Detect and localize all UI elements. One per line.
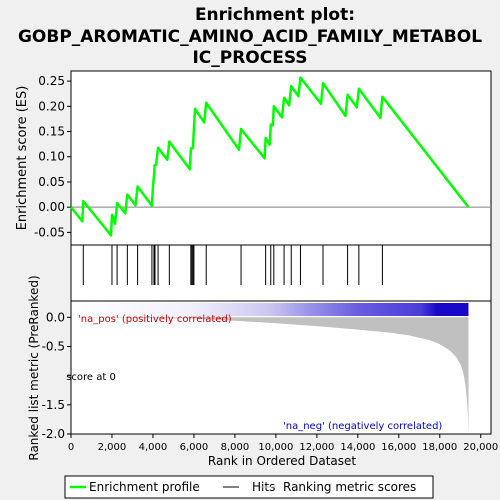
metric-y-tick-label: -2.0 xyxy=(42,427,65,441)
rank-x-tick-label: 6,000 xyxy=(180,442,209,453)
legend-enrichment-label: Enrichment profile xyxy=(89,480,200,494)
rank-x-tick-label: 10,000 xyxy=(258,442,293,453)
metric-y-tick-label: 0.0 xyxy=(46,310,65,324)
rank-x-tick-label: 20,000 xyxy=(463,442,498,453)
es-y-tick-label: 0.20 xyxy=(38,99,65,113)
metric-y-tick-label: -0.5 xyxy=(42,340,65,354)
es-y-tick-label: 0.05 xyxy=(38,175,65,189)
es-plot-area xyxy=(70,70,492,246)
negative-correlation-label: 'na_neg' (negatively correlated) xyxy=(283,421,442,432)
metric-y-tick-label: -1.5 xyxy=(42,398,65,412)
es-y-axis-ticks: -0.05 0.00 0.05 0.10 0.15 0.20 0.25 xyxy=(34,74,71,239)
positive-correlation-label: 'na_pos' (positively correlated) xyxy=(78,314,232,325)
metric-y-axis-label: Ranked list metric (PreRanked) xyxy=(27,275,41,460)
es-y-tick-label: 0.15 xyxy=(38,125,65,139)
hits-area xyxy=(70,244,492,302)
zero-cross-label: Zero score at 0 xyxy=(40,372,116,383)
rank-x-tick-label: 8,000 xyxy=(221,442,250,453)
ranking-color-bar xyxy=(72,303,469,316)
es-y-tick-label: -0.05 xyxy=(34,225,65,239)
es-y-axis-label: Enrichment score (ES) xyxy=(15,86,30,231)
title-line-3: IC_PROCESS xyxy=(192,48,307,68)
rank-x-tick-label: 0 xyxy=(68,442,74,453)
rank-x-tick-label: 12,000 xyxy=(299,442,334,453)
hit-markers xyxy=(82,245,383,285)
rank-x-tick-label: 4,000 xyxy=(139,442,168,453)
rank-x-axis-label: Rank in Ordered Dataset xyxy=(208,454,356,468)
es-y-tick-label: 0.00 xyxy=(38,200,65,214)
legend-box xyxy=(64,475,434,499)
rank-x-tick-label: 18,000 xyxy=(422,442,457,453)
legend-ranking-label: Ranking metric scores xyxy=(283,480,416,494)
enrichment-profile-line xyxy=(70,76,470,237)
title-line-1: Enrichment plot: xyxy=(195,5,355,25)
es-y-tick-label: 0.10 xyxy=(38,150,65,164)
rank-x-tick-label: 16,000 xyxy=(381,442,416,453)
ranking-metric-area xyxy=(71,317,469,432)
rank-x-tick-label: 14,000 xyxy=(340,442,375,453)
es-y-tick-label: 0.25 xyxy=(38,74,65,88)
rank-x-tick-label: 2,000 xyxy=(98,442,127,453)
rank-x-axis-ticks: 0 2,000 4,000 6,000 8,000 10,000 12,000 14,000 1… xyxy=(68,434,498,453)
left-margin-mask xyxy=(0,370,66,384)
title-line-2: GOBP_AROMATIC_AMINO_ACID_FAMILY_METABOL xyxy=(18,27,482,47)
